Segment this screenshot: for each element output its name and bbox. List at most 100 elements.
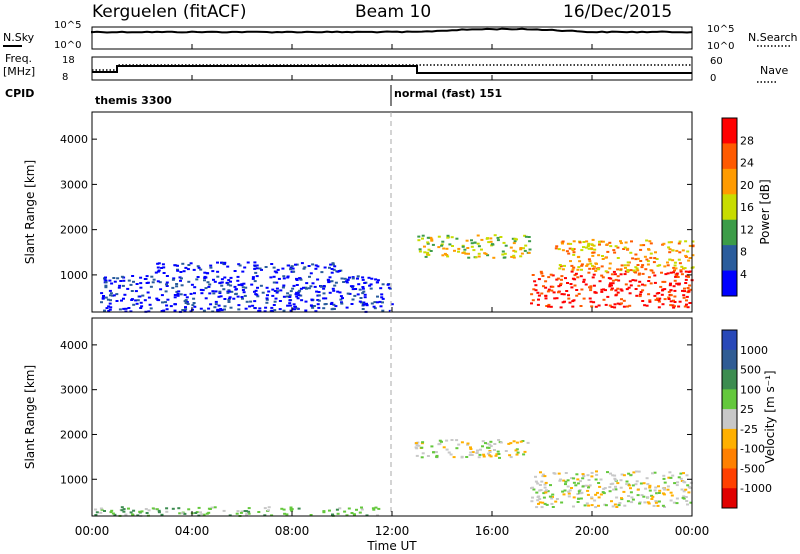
- power-echo-cell: [292, 270, 296, 273]
- velocity-echo-cell: [588, 484, 592, 487]
- power-echo-cell: [519, 247, 523, 249]
- power-echo-cell: [331, 287, 335, 290]
- velocity-echo-cell: [372, 508, 376, 511]
- velocity-echo-cell: [680, 488, 684, 491]
- power-echo-cell: [639, 291, 643, 293]
- power-echo-cell: [158, 281, 162, 284]
- velocity-echo-cell: [486, 442, 490, 445]
- power-echo-cell: [122, 297, 125, 300]
- freq-label-2: [MHz]: [3, 65, 35, 78]
- power-echo-cell: [617, 279, 621, 282]
- power-colorbar-tick: 4: [740, 268, 747, 281]
- velocity-echo-cell: [180, 512, 184, 515]
- power-echo-cell: [175, 283, 179, 285]
- power-echo-cell: [655, 292, 659, 295]
- power-echo-cell: [309, 304, 313, 307]
- power-echo-cell: [282, 275, 286, 278]
- power-echo-cell: [320, 271, 324, 274]
- power-echo-cell: [592, 244, 596, 247]
- power-echo-cell: [314, 267, 318, 270]
- power-echo-cell: [638, 280, 642, 283]
- power-echo-cell: [334, 281, 338, 284]
- power-echo-cell: [105, 307, 109, 310]
- power-echo-cell: [673, 269, 676, 272]
- velocity-echo-cell: [590, 496, 594, 499]
- power-echo-cell: [493, 234, 497, 237]
- velocity-echo-cell: [194, 512, 198, 514]
- velocity-echo-cell: [442, 446, 446, 449]
- power-echo-cell: [664, 273, 668, 276]
- power-echo-cell: [265, 297, 269, 300]
- power-echo-cell: [636, 269, 640, 272]
- power-echo-cell: [645, 258, 649, 261]
- power-echo-cell: [184, 308, 188, 311]
- power-echo-cell: [100, 301, 103, 304]
- power-echo-cell: [623, 264, 627, 267]
- power-echo-cell: [275, 287, 279, 290]
- power-echo-cell: [253, 264, 257, 267]
- power-echo-cell: [242, 282, 246, 285]
- power-echo-cell: [634, 288, 638, 290]
- power-echo-cell: [219, 308, 223, 310]
- power-echo-cell: [623, 246, 627, 249]
- velocity-echo-cell: [178, 512, 182, 515]
- power-colorbar-swatch: [722, 118, 737, 144]
- power-echo-cell: [110, 282, 114, 285]
- velocity-echo-cell: [567, 492, 571, 495]
- power-echo-cell: [226, 283, 230, 286]
- velocity-echo-cell: [570, 477, 574, 480]
- velocity-echo-cell: [613, 503, 617, 506]
- velocity-echo-cell: [635, 480, 639, 483]
- power-echo-cell: [205, 272, 209, 275]
- power-echo-cell: [253, 307, 257, 310]
- power-echo-cell: [616, 287, 620, 290]
- velocity-echo-cell: [245, 510, 249, 513]
- velocity-echo-cell: [522, 453, 526, 456]
- power-echo-cell: [528, 248, 532, 251]
- power-echo-cell: [562, 293, 566, 296]
- power-echo-cell: [667, 246, 671, 249]
- velocity-echo-cell: [171, 507, 175, 510]
- power-echo-cell: [684, 240, 688, 243]
- velocity-echo-cell: [646, 501, 650, 504]
- velocity-echo-cell: [543, 483, 547, 486]
- power-echo-cell: [353, 294, 357, 297]
- power-echo-cell: [594, 305, 598, 308]
- velocity-echo-cell: [555, 498, 559, 500]
- power-echo-cell: [608, 267, 612, 270]
- power-echo-cell: [486, 254, 490, 257]
- power-echo-cell: [213, 306, 217, 309]
- power-echo-cell: [381, 297, 385, 300]
- power-echo-cell: [442, 247, 446, 250]
- power-echo-cell: [122, 307, 126, 310]
- power-echo-cell: [145, 275, 149, 278]
- power-echo-cell: [370, 277, 374, 280]
- velocity-echo-cell: [546, 490, 550, 493]
- power-echo-cell: [534, 289, 538, 292]
- power-echo-cell: [584, 283, 588, 286]
- power-echo-cell: [588, 267, 592, 270]
- power-echo-cell: [658, 264, 662, 267]
- power-echo-cell: [592, 265, 596, 268]
- velocity-echo-cell: [627, 495, 631, 497]
- power-echo-cell: [605, 243, 609, 246]
- power-echo-cell: [193, 286, 197, 289]
- power-echo-cell: [645, 239, 649, 242]
- power-echo-cell: [238, 264, 242, 267]
- velocity-echo-cell: [210, 506, 214, 509]
- power-echo-cell: [138, 295, 142, 298]
- velocity-colorbar-swatch: [722, 409, 737, 430]
- power-echo-cell: [214, 290, 218, 293]
- velocity-echo-cell: [360, 508, 364, 511]
- power-echo-cell: [176, 293, 180, 295]
- power-echo-cell: [600, 265, 604, 268]
- power-echo-cell: [636, 257, 640, 260]
- power-echo-cell: [359, 297, 363, 299]
- power-echo-cell: [237, 283, 241, 286]
- velocity-echo-cell: [358, 511, 362, 514]
- velocity-echo-cell: [482, 453, 486, 456]
- power-echo-cell: [164, 301, 167, 304]
- power-echo-cell: [322, 285, 326, 287]
